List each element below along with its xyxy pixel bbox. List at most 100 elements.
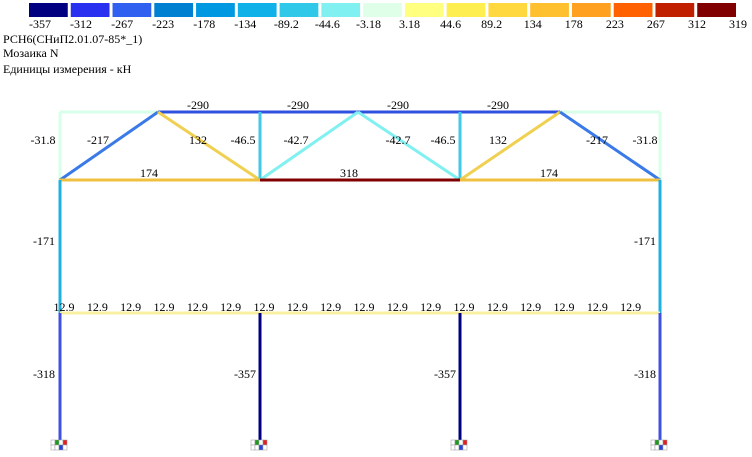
member (459, 110, 561, 182)
legend-label: 319 (729, 17, 747, 31)
support (54, 439, 60, 446)
member-label: 12.9 (520, 300, 541, 314)
support (262, 439, 268, 446)
member (559, 110, 661, 182)
member-label: -318 (634, 367, 656, 381)
legend-swatch (237, 3, 277, 17)
member-label: -46.5 (231, 133, 256, 147)
member-label: -318 (33, 367, 55, 381)
support (450, 439, 456, 446)
legend-label: -357 (29, 17, 51, 31)
member-label: -31.8 (31, 133, 56, 147)
legend-swatch (29, 3, 68, 17)
support (458, 444, 464, 451)
support (58, 439, 64, 446)
member-label: -357 (434, 367, 456, 381)
member-label: 12.9 (54, 300, 75, 314)
legend-swatch (530, 3, 569, 17)
header-line: Единицы измерения - кН (3, 62, 132, 76)
support (662, 444, 668, 451)
legend-label: 134 (524, 17, 542, 31)
member-label: 12.9 (287, 300, 308, 314)
legend-label: 89.2 (481, 17, 502, 31)
support (250, 439, 256, 446)
legend-swatch (446, 3, 486, 17)
member (357, 110, 461, 182)
member-label: -217 (87, 133, 109, 147)
member-label: 174 (540, 166, 558, 180)
member-label: -217 (586, 133, 608, 147)
header-line: РСН6(СНиП2.01.07-85*_1) (3, 32, 142, 46)
header-line: Мозаика N (3, 46, 59, 60)
member-label: 12.9 (420, 300, 441, 314)
member-label: -171 (634, 234, 656, 248)
legend-swatch (321, 3, 361, 17)
legend-swatch (404, 3, 444, 17)
member-label: 12.9 (254, 300, 275, 314)
member-label: 132 (189, 133, 207, 147)
legend-label: -267 (111, 17, 133, 31)
support (650, 439, 656, 446)
support (658, 439, 664, 446)
member-label: 318 (340, 166, 358, 180)
legend-swatch (363, 3, 402, 17)
member-label: 12.9 (387, 300, 408, 314)
member-label: 12.9 (320, 300, 341, 314)
member-label: 12.9 (554, 300, 575, 314)
member-label: 174 (140, 166, 158, 180)
support (258, 444, 264, 451)
support (462, 444, 468, 451)
member-label: -42.7 (284, 133, 309, 147)
member-label: 132 (489, 133, 507, 147)
legend-swatch (196, 3, 235, 17)
member-label: -31.8 (633, 133, 658, 147)
member-label: 12.9 (187, 300, 208, 314)
legend-swatch (112, 3, 152, 17)
support (250, 444, 256, 451)
support (58, 444, 64, 451)
legend-label: -223 (152, 17, 174, 31)
member-label: 12.9 (454, 300, 475, 314)
support (458, 439, 464, 446)
support (650, 444, 656, 451)
support (50, 439, 56, 446)
support (654, 439, 660, 446)
member-label: 12.9 (354, 300, 375, 314)
member-label: -42.7 (386, 133, 411, 147)
support (62, 444, 68, 451)
support (658, 444, 664, 451)
legend-label: 267 (647, 17, 665, 31)
support (454, 444, 460, 451)
legend-label: -178 (193, 17, 215, 31)
member-label: 12.9 (620, 300, 641, 314)
legend-swatch (571, 3, 611, 17)
member-label: 12.9 (487, 300, 508, 314)
support (654, 444, 660, 451)
legend-swatch (70, 3, 110, 17)
member-label: -357 (234, 367, 256, 381)
member (259, 110, 359, 182)
member-label: -171 (33, 234, 55, 248)
legend-swatch (154, 3, 194, 17)
legend-label: -3.18 (356, 17, 381, 31)
legend-label: -312 (70, 17, 92, 31)
support (50, 444, 56, 451)
support (662, 439, 668, 446)
legend-label: -89.2 (274, 17, 299, 31)
member-label: 12.9 (87, 300, 108, 314)
member-label: -290 (187, 98, 209, 112)
member (59, 110, 159, 182)
support (262, 444, 268, 451)
legend-label: 44.6 (440, 17, 461, 31)
member-label: 12.9 (120, 300, 141, 314)
legend-label: 178 (565, 17, 583, 31)
legend-label: 312 (688, 17, 706, 31)
member-label: 12.9 (220, 300, 241, 314)
legend-label: 223 (606, 17, 624, 31)
member-label: -290 (487, 98, 509, 112)
legend-swatch (279, 3, 319, 17)
legend-swatch (488, 3, 528, 17)
support (450, 444, 456, 451)
